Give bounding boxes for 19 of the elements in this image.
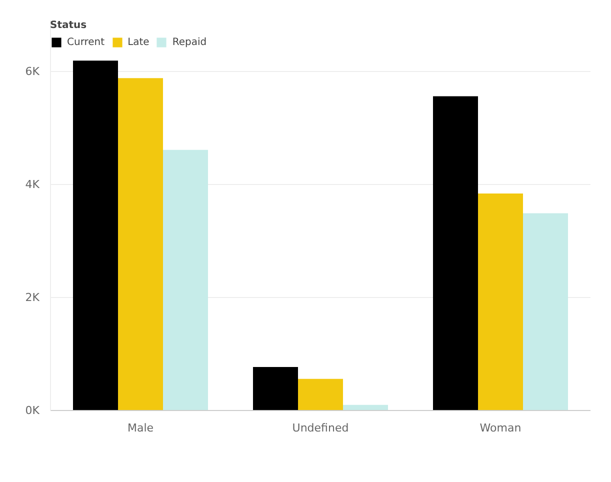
legend-label: Repaid — [172, 36, 207, 48]
bar — [163, 150, 208, 410]
bar — [253, 366, 298, 410]
bar — [118, 78, 163, 410]
bar — [73, 60, 118, 410]
y-tick-label: 2K — [25, 290, 40, 304]
y-tick-label: 4K — [25, 178, 40, 191]
y-tick-label: 6K — [25, 64, 40, 78]
bar — [433, 96, 478, 410]
x-tick-label: Male — [127, 422, 154, 434]
legend-title: Status — [50, 20, 88, 31]
bar — [478, 193, 523, 410]
legend-label: Current — [67, 36, 105, 48]
bar — [298, 378, 343, 410]
y-tick-label: 0K — [25, 404, 40, 417]
x-tick-label: Woman — [480, 422, 522, 434]
x-tick-label: Undefined — [292, 422, 349, 434]
bar — [523, 213, 568, 410]
legend-label: Late — [128, 36, 150, 48]
